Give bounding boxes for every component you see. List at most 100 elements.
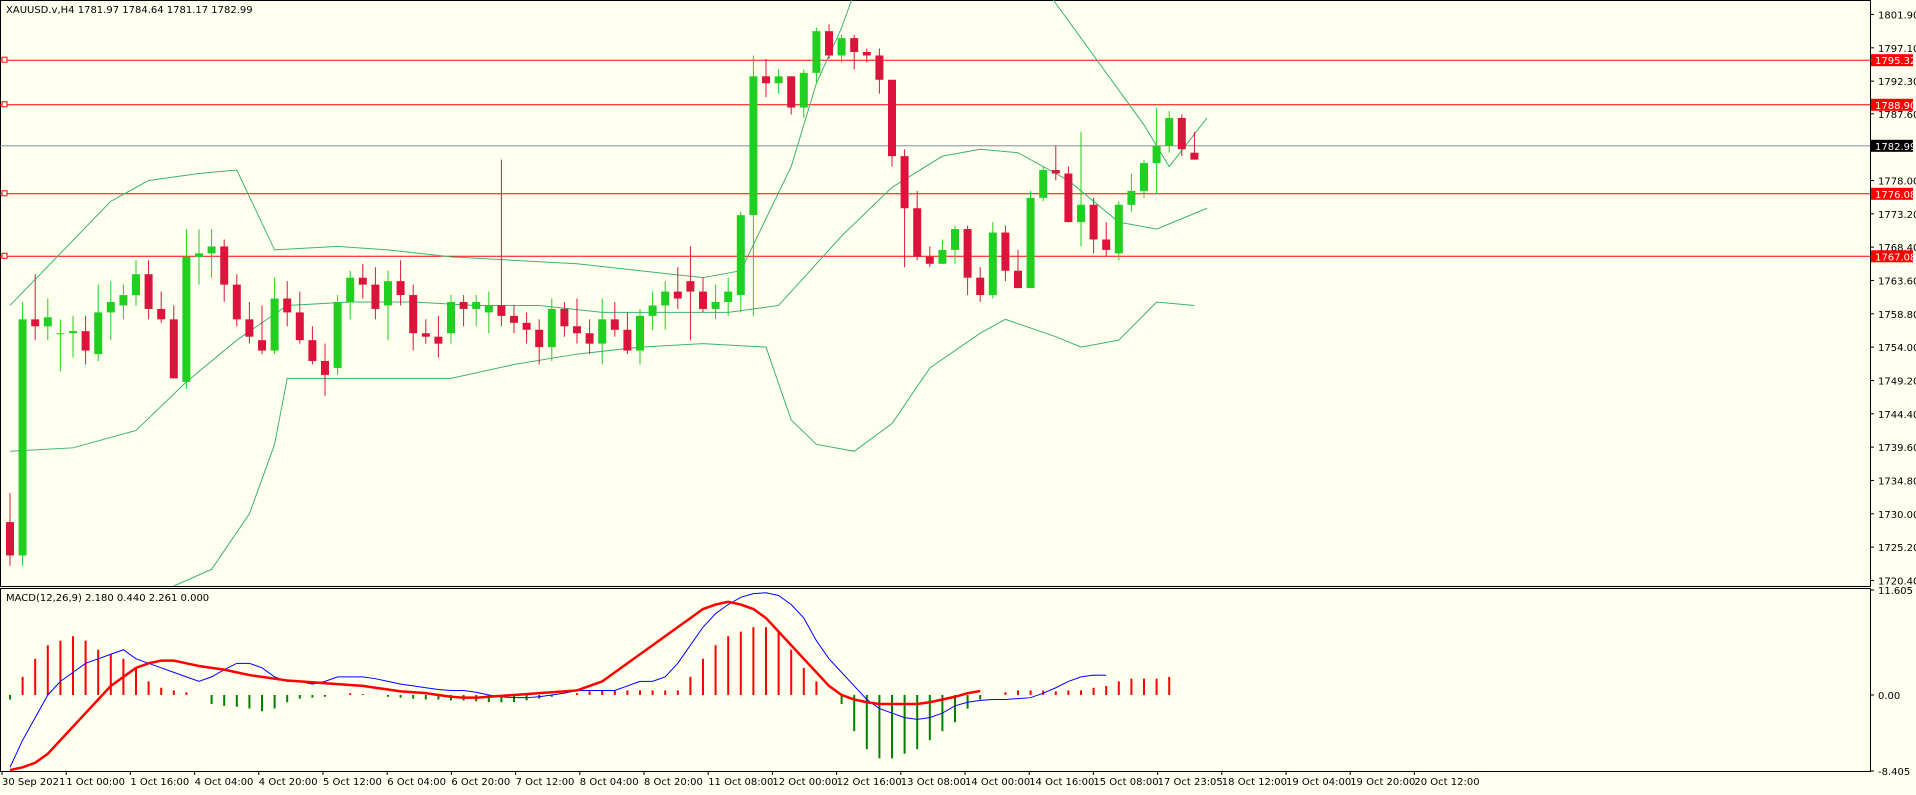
candle-body-bear [157,308,166,320]
x-axis-tick-label: 17 Oct 23:05 [1158,777,1223,788]
y-axis-tick-label: 1734.80 [1878,476,1916,487]
candle-body-bear [875,55,884,80]
candle-body-bear [1177,117,1186,150]
bid-price-label: 1782.99 [1875,142,1916,153]
y-axis-tick-label: 1739.60 [1878,443,1916,454]
candle-body-bear [308,340,317,362]
candle-body-bull [1140,163,1148,191]
macd-y-tick-label: 0.00 [1878,691,1900,702]
candle-body-bull [207,246,216,254]
candle-body-bear [459,301,468,309]
price-level-label: 1776.08 [1875,190,1916,201]
x-axis-tick-label: 19 Oct 04:00 [1286,777,1351,788]
price-level-label: 1767.08 [1875,252,1916,263]
candle-body-bear [497,305,506,316]
candle-body-bear [358,277,367,285]
macd-title: MACD(12,26,9) 2.180 0.440 2.261 0.000 [6,593,209,604]
candle-body-bear [560,308,569,327]
x-axis-tick-label: 15 Oct 08:00 [1093,777,1158,788]
candle-body-bull [774,76,783,84]
main-pane-frame [0,0,1871,587]
candle-body-bear [585,333,594,344]
x-axis-tick-label: 6 Oct 04:00 [387,777,446,788]
candle-body-bull [182,256,191,382]
x-axis-tick-label: 1 Oct 00:00 [66,777,125,788]
candle-body-bull [988,232,997,296]
candle-body-bear [925,256,934,264]
candle-body-bear [862,51,871,56]
y-axis-tick-label: 1725.20 [1878,543,1916,554]
x-axis-tick-label: 6 Oct 20:00 [451,777,510,788]
candle-body-bull [447,301,455,334]
candle-body-bear [762,76,770,84]
price-level-tag [1871,98,1913,111]
candle-body-bull [1077,204,1085,223]
candle-body-bear [1001,232,1010,271]
x-axis-tick-label: 8 Oct 20:00 [644,777,703,788]
candle-body-bear [535,329,544,348]
bollinger-upper-line [9,0,853,306]
y-axis-tick-label: 1744.40 [1878,410,1916,421]
candle-body-bear [1051,170,1060,174]
candle-body-bull [384,281,392,306]
candle-body-bear [673,291,682,299]
candle-body-bull [648,305,657,316]
macd-pane-frame [0,588,1871,772]
candle-body-bear [900,156,909,209]
candle-body-bear [1064,173,1073,223]
candle-body-bear [1014,270,1022,289]
candle-body-bear [169,319,178,379]
y-axis-tick-label: 1749.20 [1878,376,1916,387]
candle-body-bear [573,326,581,334]
candle-body-bear [232,284,241,320]
candle-body-bear [1190,152,1199,160]
candle-body-bull [484,305,493,313]
candle-body-bull [636,315,644,351]
price-level-tag [1871,54,1913,67]
candle-body-bear [963,229,972,278]
candle-body-bear [699,291,707,309]
bollinger-lower-line [173,301,1195,587]
x-axis-tick-label: 30 Sep 2021 [2,777,65,788]
candle-body-bull [736,215,745,296]
macd-signal-line [9,600,981,772]
candle-body-bull [69,331,77,334]
macd-y-tick-label: -8.405 [1878,767,1910,778]
x-axis-tick-label: 4 Oct 04:00 [195,777,254,788]
y-axis-tick-label: 1758.80 [1878,310,1916,321]
candle-body-bull [1039,170,1048,198]
x-axis-tick-label: 18 Oct 12:00 [1222,777,1287,788]
candle-body-bear [245,319,254,337]
candle-body-bull [1026,197,1035,289]
price-level-handle [1,252,8,259]
candle-body-bull [938,249,947,264]
candle-body-bear [31,319,40,327]
candle-body-bull [711,301,720,309]
candle-body-bull [43,317,52,327]
candle-body-bear [510,315,518,323]
candle-body-bull [195,253,203,257]
x-axis-tick-label: 19 Oct 20:00 [1350,777,1415,788]
candle-body-bear [421,333,430,337]
y-axis-tick-label: 1792.30 [1878,77,1916,88]
candle-body-bull [1152,145,1161,164]
candle-body-bull [812,31,821,73]
candle-body-bear [434,336,443,344]
main-chart-title: XAUUSD.v,H4 1781.97 1784.64 1781.17 1782… [6,5,253,16]
candle-body-bull [724,291,733,302]
candle-body-bear [283,298,292,313]
candle-body-bull [132,274,140,296]
candle-body-bull [333,301,342,368]
x-axis-tick-label: 1 Oct 16:00 [130,777,189,788]
candle-body-bear [623,329,632,351]
candle-body-bull [661,291,670,306]
candle-body-bull [472,301,481,309]
x-axis-tick-label: 4 Oct 20:00 [259,777,318,788]
candle-body-bull [1114,204,1123,254]
bid-price-tag [1871,139,1913,152]
candle-body-bear [1102,239,1111,250]
candle-body-bear [144,274,153,309]
x-axis-tick-label: 5 Oct 12:00 [323,777,382,788]
y-axis-tick-label: 1801.90 [1878,10,1916,21]
